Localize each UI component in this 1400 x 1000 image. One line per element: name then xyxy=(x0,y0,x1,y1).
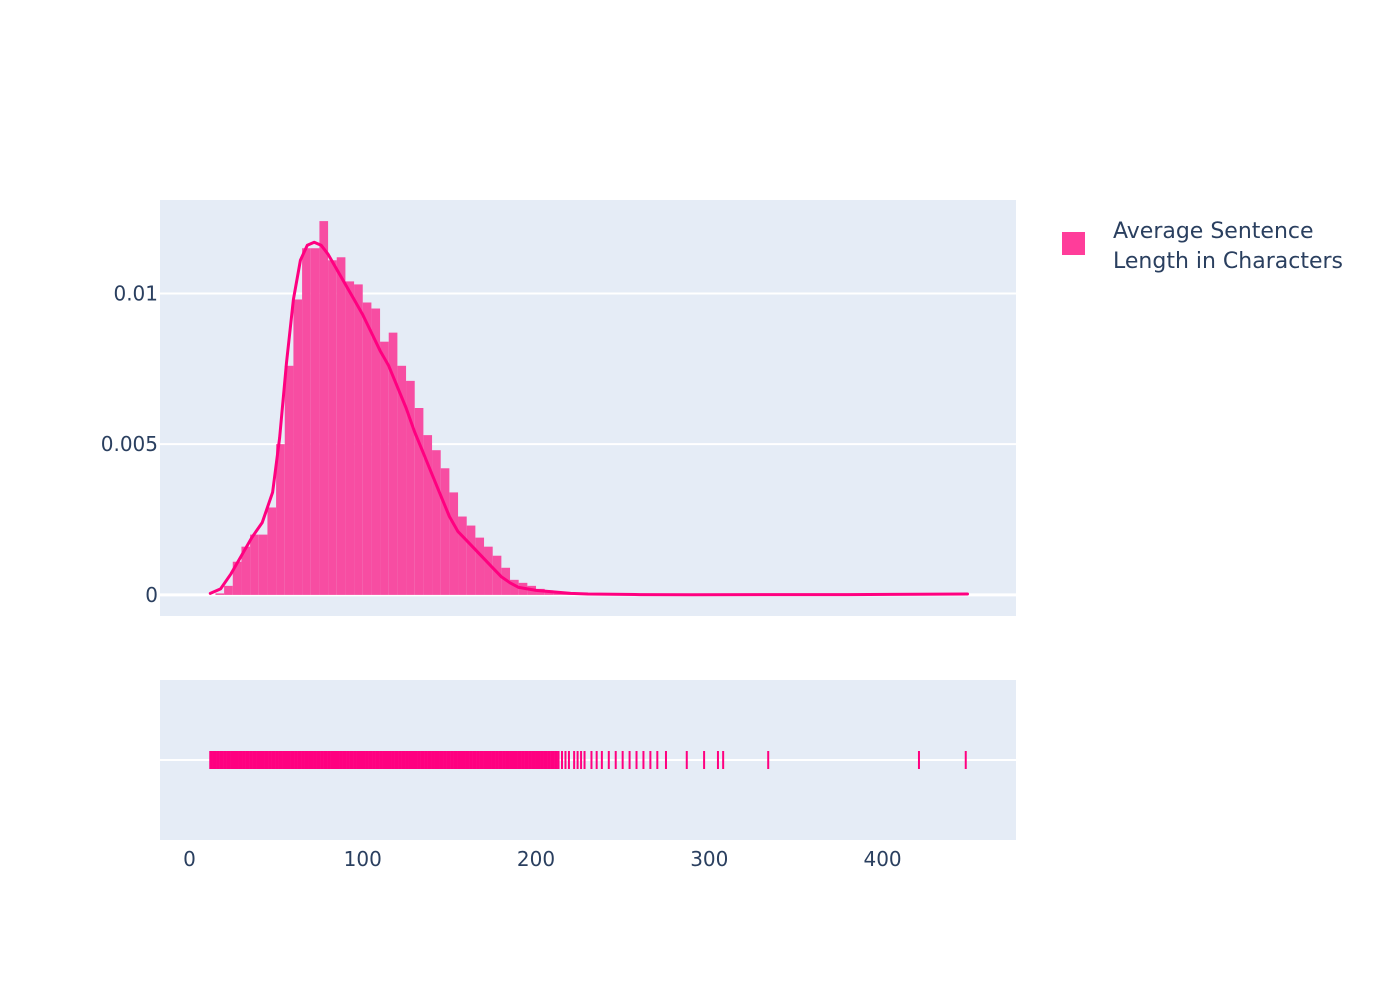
histogram-bar xyxy=(293,299,303,595)
legend-swatch xyxy=(1062,232,1085,255)
histogram-bar xyxy=(302,248,311,595)
histogram-bar xyxy=(276,444,285,595)
histogram-bar xyxy=(510,579,519,595)
histogram-bar xyxy=(432,450,441,595)
histogram-bar xyxy=(215,593,225,595)
histogram-bar xyxy=(440,468,450,595)
histogram-bar xyxy=(258,534,268,595)
histogram-bar xyxy=(449,492,459,595)
histogram-bar xyxy=(475,537,485,595)
histogram-bar xyxy=(458,516,467,595)
histogram-bar xyxy=(406,380,415,595)
x-tick-label: 200 xyxy=(517,847,555,871)
histogram-bar xyxy=(362,302,372,595)
legend-label-line: Length in Characters xyxy=(1113,249,1343,274)
x-tick-label: 0 xyxy=(183,847,196,871)
histogram-bar xyxy=(466,525,476,595)
x-tick-label: 300 xyxy=(690,847,728,871)
histogram-bar xyxy=(388,332,398,595)
y-tick-labels: 0 0.005 0.01 xyxy=(101,281,158,606)
histogram-bar xyxy=(345,281,355,595)
histogram-bar xyxy=(484,546,493,595)
histogram-bar xyxy=(371,308,381,595)
histogram-bar xyxy=(328,260,337,595)
histogram-bar xyxy=(336,257,346,595)
histogram-bar xyxy=(414,408,424,595)
x-tick-label: 400 xyxy=(863,847,901,871)
density-curve-group xyxy=(208,240,969,597)
legend[interactable]: Average Sentence Length in Characters xyxy=(1062,219,1343,274)
histogram-bar xyxy=(267,507,277,595)
rug-marks xyxy=(209,751,967,769)
histogram-bar xyxy=(241,546,251,595)
histogram-bar xyxy=(380,341,389,595)
histogram-bar xyxy=(492,555,502,595)
histogram-bar xyxy=(354,284,363,595)
y-tick-label: 0.005 xyxy=(101,432,158,456)
legend-label-line: Average Sentence xyxy=(1113,219,1314,244)
histogram-bar xyxy=(284,365,294,595)
histogram-bar xyxy=(232,561,242,595)
histogram-bar xyxy=(397,365,407,595)
histogram-bar xyxy=(310,248,320,595)
histogram-bar xyxy=(319,221,329,595)
histogram-bar xyxy=(423,435,433,595)
histogram-bar xyxy=(250,534,259,595)
y-tick-label: 0.01 xyxy=(113,281,158,305)
histogram-bar xyxy=(224,585,233,595)
histogram-bars xyxy=(215,221,588,595)
x-tick-labels: 0 100 200 300 400 xyxy=(183,847,902,871)
density-curve xyxy=(208,240,969,597)
y-tick-label: 0 xyxy=(145,583,158,607)
x-tick-label: 100 xyxy=(344,847,382,871)
